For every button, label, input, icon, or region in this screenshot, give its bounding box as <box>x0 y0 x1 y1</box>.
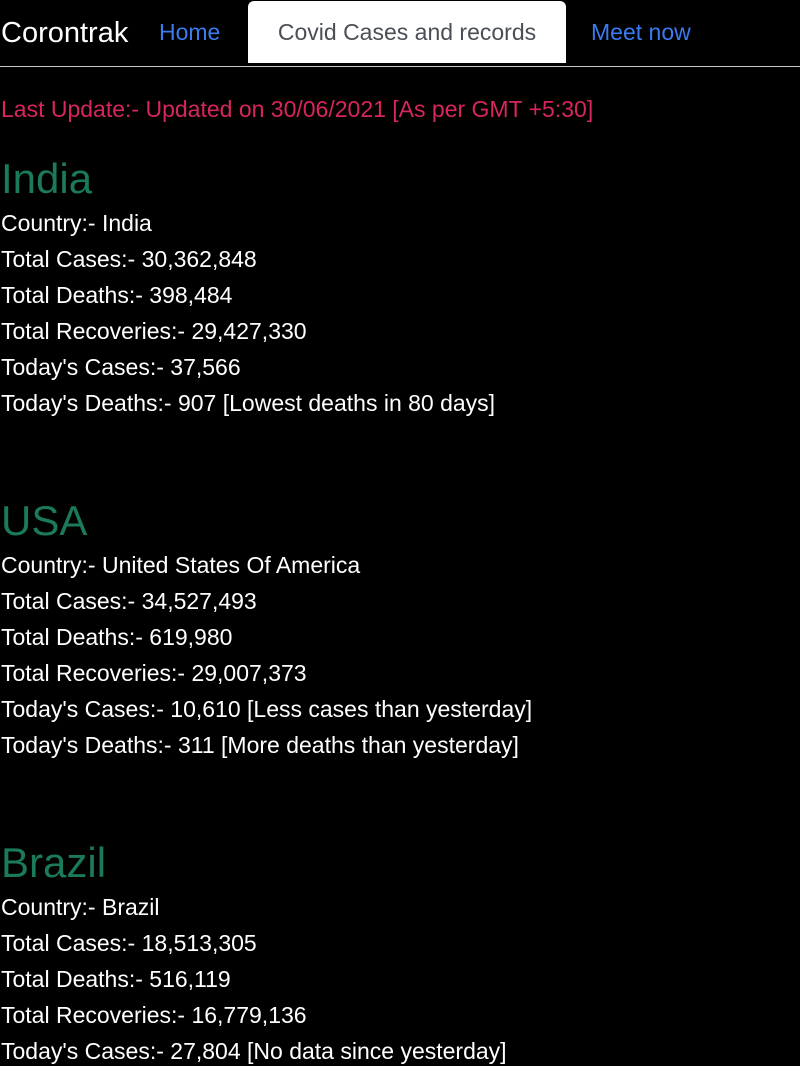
nav-home-link[interactable]: Home <box>159 19 221 45</box>
total-cases-line: Total Cases:- 34,527,493 <box>1 588 257 614</box>
country-name-line: Country:- United States Of America <box>1 552 361 578</box>
country-heading: Brazil <box>1 839 107 886</box>
todays-cases-line: Today's Cases:- 37,566 <box>1 354 241 380</box>
brand-logo[interactable]: Corontrak <box>1 17 129 49</box>
total-deaths-line: Total Deaths:- 398,484 <box>1 282 233 308</box>
total-recoveries-line: Total Recoveries:- 16,779,136 <box>1 1002 307 1028</box>
country-name-line: Country:- India <box>1 210 152 236</box>
country-heading: USA <box>1 497 88 544</box>
total-recoveries-line: Total Recoveries:- 29,427,330 <box>1 318 307 344</box>
total-deaths-line: Total Deaths:- 619,980 <box>1 624 233 650</box>
nav-meet-now-link[interactable]: Meet now <box>591 19 691 45</box>
total-deaths-line: Total Deaths:- 516,119 <box>1 966 231 992</box>
todays-cases-line: Today's Cases:- 10,610 [Less cases than … <box>1 696 533 722</box>
last-update-text: Last Update:- Updated on 30/06/2021 [As … <box>1 96 594 122</box>
todays-deaths-line: Today's Deaths:- 907 [Lowest deaths in 8… <box>1 390 496 416</box>
country-name-line: Country:- Brazil <box>1 894 160 920</box>
nav-tab-covid-cases[interactable]: Covid Cases and records <box>248 1 566 63</box>
total-cases-line: Total Cases:- 30,362,848 <box>1 246 257 272</box>
todays-cases-line: Today's Cases:- 27,804 [No data since ye… <box>1 1038 507 1064</box>
top-navbar: Corontrak Home Covid Cases and records M… <box>0 0 800 67</box>
total-recoveries-line: Total Recoveries:- 29,007,373 <box>1 660 307 686</box>
total-cases-line: Total Cases:- 18,513,305 <box>1 930 257 956</box>
country-heading: India <box>1 155 93 202</box>
todays-deaths-line: Today's Deaths:- 311 [More deaths than y… <box>1 732 519 758</box>
